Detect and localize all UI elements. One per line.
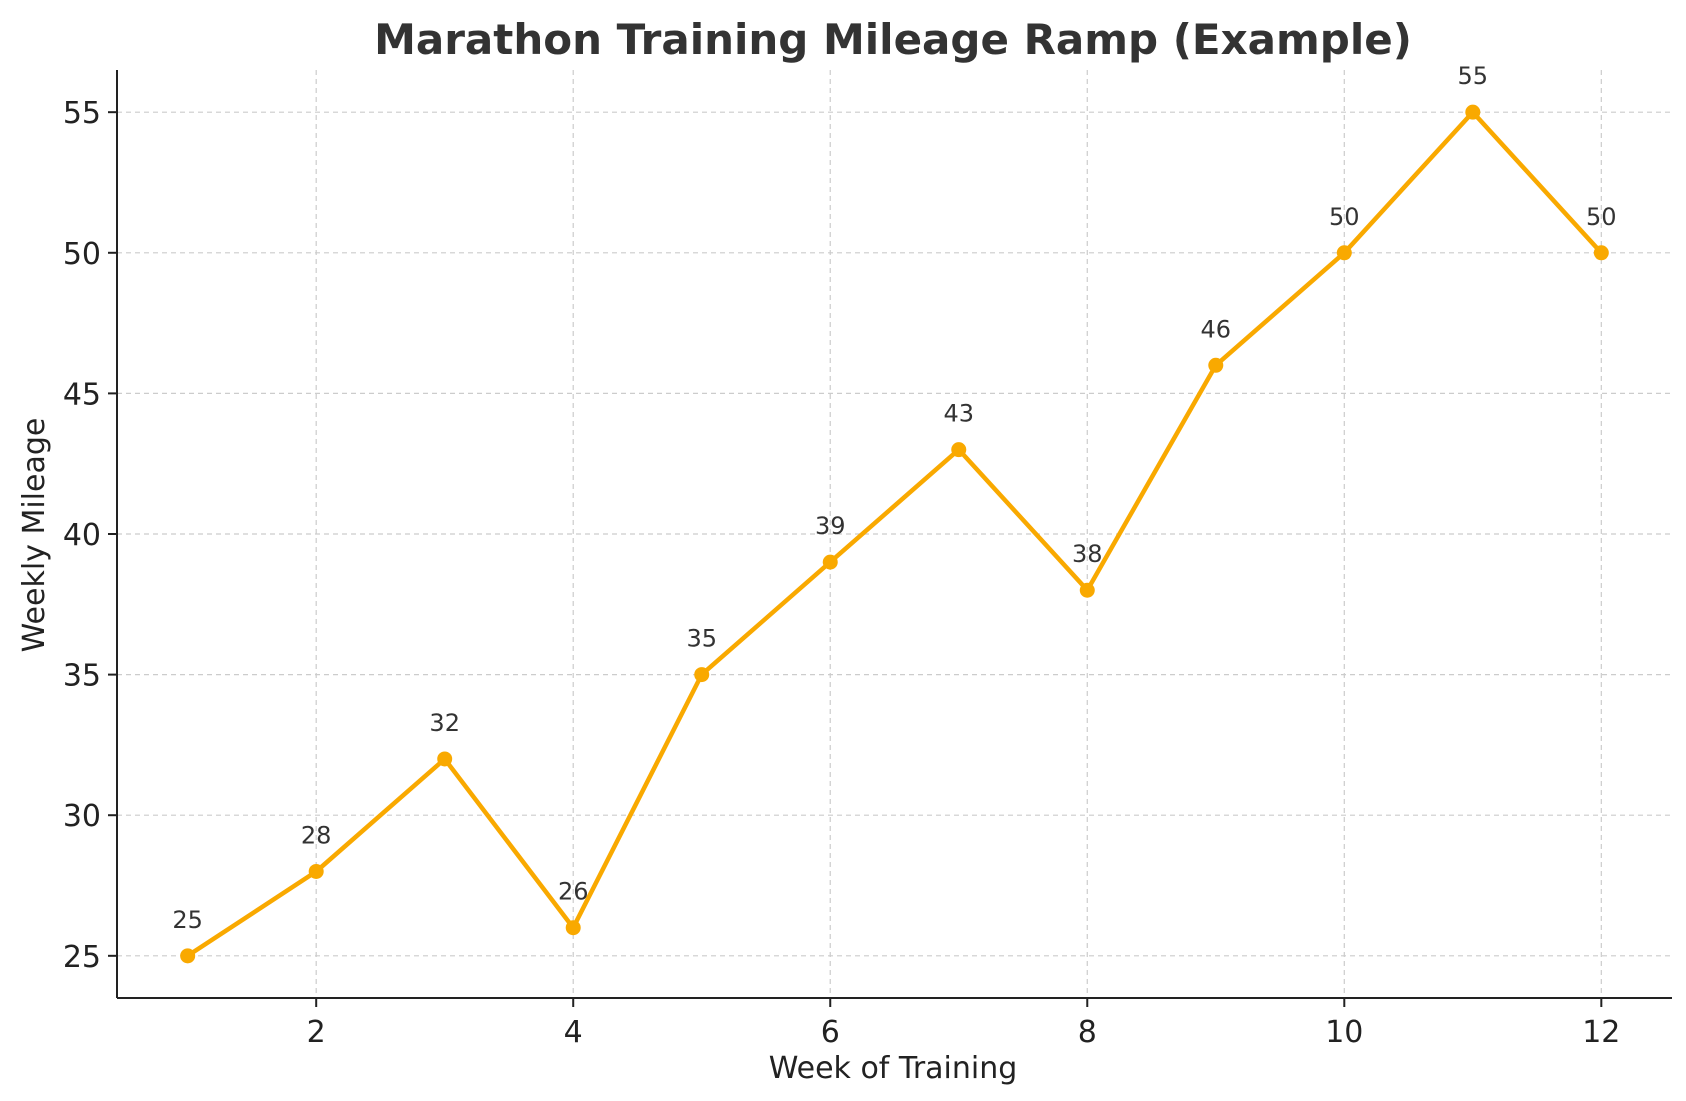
data-point: [1593, 245, 1609, 261]
y-tick-label: 45: [63, 377, 101, 412]
data-label: 39: [815, 512, 846, 540]
data-label: 32: [429, 709, 460, 737]
x-axis-label: Week of Training: [769, 1051, 1018, 1086]
series-line: [185, 109, 1604, 959]
data-point: [180, 948, 196, 964]
data-point: [1208, 357, 1224, 373]
y-tick-label: 40: [63, 518, 101, 553]
data-point: [1079, 582, 1095, 598]
data-point: [437, 751, 453, 767]
y-tick-label: 55: [63, 96, 101, 131]
grid: [117, 70, 1672, 998]
data-point: [1336, 245, 1352, 261]
data-label: 28: [301, 821, 332, 849]
y-tick-label: 30: [63, 799, 101, 834]
data-label: 25: [172, 906, 203, 934]
data-point: [308, 863, 324, 879]
chart-title: Marathon Training Mileage Ramp (Example): [374, 15, 1412, 64]
y-tick-label: 25: [63, 940, 101, 975]
data-label: 50: [1329, 203, 1360, 231]
x-tick-label: 6: [821, 1015, 840, 1050]
data-point: [951, 442, 967, 458]
data-label: 38: [1072, 540, 1103, 568]
x-tick-label: 2: [307, 1015, 326, 1050]
y-tick-label: 50: [63, 237, 101, 272]
data-label: 43: [943, 400, 974, 428]
data-point: [1465, 104, 1481, 120]
x-tick-label: 10: [1325, 1015, 1363, 1050]
y-axis-label: Weekly Mileage: [17, 418, 52, 653]
x-tick-label: 12: [1582, 1015, 1620, 1050]
data-label: 35: [686, 625, 717, 653]
data-label: 46: [1201, 315, 1232, 343]
series: [180, 104, 1609, 964]
y-tick-label: 35: [63, 659, 101, 694]
data-point: [565, 920, 581, 936]
x-tick-label: 8: [1078, 1015, 1097, 1050]
x-tick-label: 4: [564, 1015, 583, 1050]
data-point: [694, 667, 710, 683]
data-label: 50: [1586, 203, 1617, 231]
data-point: [822, 554, 838, 570]
data-label: 55: [1458, 62, 1489, 90]
data-labels: 25 28 32 26 35 39 43 38 46 50 55 50: [172, 62, 1616, 934]
data-label: 26: [558, 878, 589, 906]
